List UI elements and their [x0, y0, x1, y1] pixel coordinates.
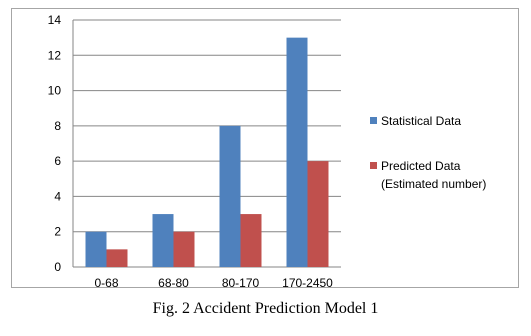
bar [240, 214, 262, 267]
bar [106, 249, 128, 267]
x-tick-label: 170-2450 [282, 276, 333, 290]
legend-label: (Estimated number) [381, 177, 486, 191]
y-tick-label: 0 [54, 260, 61, 274]
bar-chart: 0 2 4 6 8 10 12 14 0-68 68-80 80-170 170-2450 Statis… [48, 13, 487, 290]
bar [173, 231, 195, 267]
x-tick-label: 80-170 [222, 276, 260, 290]
bar [286, 37, 308, 268]
legend-swatch [370, 117, 377, 124]
legend-label: Predicted Data [381, 159, 461, 173]
bar [152, 214, 174, 267]
bar [219, 125, 241, 267]
y-tick-label: 2 [54, 225, 61, 239]
bar [307, 161, 329, 267]
x-tick-label: 0-68 [94, 276, 118, 290]
y-tick-label: 12 [48, 48, 62, 62]
legend-swatch [370, 162, 377, 169]
y-tick-label: 6 [54, 154, 61, 168]
y-tick-label: 4 [54, 189, 61, 203]
legend-label: Statistical Data [381, 114, 461, 128]
figure-caption: Fig. 2 Accident Prediction Model 1 [152, 300, 379, 317]
y-tick-label: 14 [48, 13, 62, 27]
y-tick-label: 10 [48, 84, 62, 98]
x-tick-label: 68-80 [158, 276, 189, 290]
y-tick-label: 8 [54, 119, 61, 133]
bar [85, 231, 107, 267]
